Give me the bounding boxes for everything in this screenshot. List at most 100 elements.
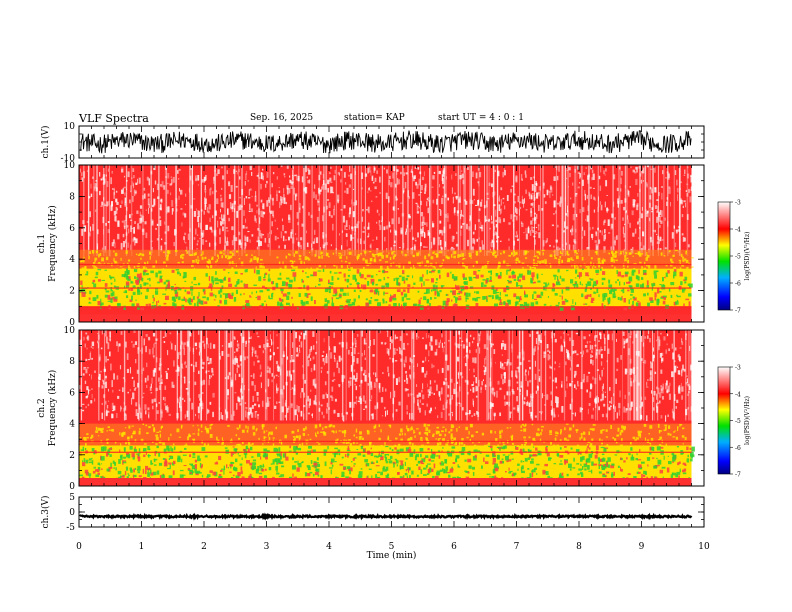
- spectrogram-speckle: [91, 282, 95, 284]
- spectrogram-speckle: [418, 178, 421, 186]
- spectrogram-speckle: [209, 226, 212, 230]
- spectrogram-speckle: [441, 285, 444, 289]
- spectrogram-speckle: [370, 340, 372, 346]
- spectrogram-speckle: [291, 404, 293, 406]
- spectrogram-speckle: [197, 240, 199, 243]
- spectrogram-speckle: [387, 331, 389, 338]
- spectrogram-speckle: [661, 210, 663, 217]
- spectrogram-speckle: [641, 277, 644, 280]
- spectrogram-speckle: [424, 410, 426, 416]
- spectrogram-speckle: [372, 254, 376, 258]
- spectrogram-speckle: [210, 264, 213, 269]
- spectrogram-speckle: [468, 226, 471, 231]
- spectrogram-speckle: [243, 210, 245, 216]
- spectrogram-speckle: [498, 197, 500, 202]
- spectrogram-speckle: [251, 412, 254, 418]
- spectrogram-speckle: [301, 388, 304, 393]
- spectrogram-speckle: [114, 216, 116, 222]
- spectrogram-speckle: [442, 259, 445, 262]
- spectrogram-speckle: [535, 182, 538, 186]
- spectrogram-speckle: [130, 436, 133, 438]
- spectrogram-speckle: [357, 284, 360, 288]
- spectrogram-speckle: [549, 433, 553, 435]
- spectrogram-streak: [639, 330, 641, 421]
- spectrogram-streak: [464, 165, 466, 257]
- spectrogram-speckle: [365, 259, 368, 264]
- spectrogram-speckle: [436, 348, 438, 356]
- spectrogram-speckle: [657, 423, 660, 428]
- spectrogram-speckle: [374, 257, 376, 261]
- spectrogram-speckle: [528, 370, 530, 376]
- spectrogram-speckle: [250, 258, 253, 262]
- spectrogram-speckle: [571, 339, 575, 346]
- spectrogram-speckle: [262, 443, 264, 445]
- spectrogram-speckle: [512, 255, 515, 257]
- spectrogram-speckle: [357, 400, 361, 403]
- spectrogram-speckle: [515, 251, 518, 255]
- spectrogram-speckle: [531, 443, 534, 447]
- spectrogram-speckle: [176, 295, 178, 299]
- spectrogram-speckle: [258, 240, 261, 247]
- spectrogram-speckle: [476, 238, 479, 242]
- spectrogram-speckle: [169, 332, 172, 335]
- spectrogram-speckle: [307, 466, 311, 471]
- spectrogram-speckle: [177, 366, 180, 372]
- spectrogram-speckle: [123, 225, 126, 230]
- spectrogram-speckle: [237, 340, 239, 343]
- spectrogram-speckle: [450, 433, 453, 437]
- spectrogram-speckle: [574, 241, 577, 244]
- spectrogram-speckle: [549, 430, 552, 434]
- spectrogram-speckle: [90, 436, 93, 439]
- spectrogram-speckle: [634, 171, 637, 174]
- spectrogram-speckle: [348, 262, 351, 266]
- spectrogram-speckle: [669, 433, 672, 436]
- spectrogram-speckle: [149, 256, 151, 260]
- spectrogram-speckle: [378, 213, 380, 216]
- spectrogram-speckle: [690, 406, 693, 412]
- spectrogram-speckle: [164, 385, 167, 390]
- spectrogram-speckle: [576, 364, 580, 367]
- spectrogram-speckle: [246, 236, 249, 242]
- spectrogram-speckle: [447, 394, 450, 398]
- spectrogram-speckle: [132, 392, 135, 400]
- spectrogram-speckle: [291, 387, 294, 390]
- spectrogram-speckle: [254, 195, 257, 202]
- spectrogram-speckle: [493, 412, 496, 417]
- spectrogram-speckle: [480, 387, 482, 394]
- spectrogram-speckle: [561, 295, 563, 300]
- spectrogram-speckle: [326, 199, 330, 201]
- spectrogram-speckle: [633, 263, 637, 265]
- spectrogram-speckle: [637, 432, 640, 437]
- spectrogram-speckle: [249, 296, 252, 298]
- spectrogram-speckle: [408, 196, 410, 199]
- spectrogram-speckle: [559, 306, 564, 311]
- spectrogram-speckle: [155, 387, 158, 391]
- spectrogram-speckle: [245, 407, 248, 410]
- spectrogram-speckle: [473, 277, 477, 279]
- spectrogram-speckle: [455, 197, 458, 200]
- spectrogram-speckle: [466, 436, 469, 439]
- spectrogram-speckle: [384, 406, 386, 410]
- spectrogram-speckle: [149, 284, 151, 287]
- spectrogram-speckle: [344, 261, 348, 263]
- spectrogram-speckle: [483, 370, 486, 376]
- spectrogram-speckle: [608, 284, 613, 288]
- spectrogram-speckle: [356, 358, 359, 364]
- spectrogram-speckle: [321, 355, 324, 357]
- spectrogram-speckle: [374, 186, 377, 190]
- spectrogram-speckle: [133, 237, 136, 241]
- spectrogram-speckle: [410, 170, 413, 173]
- spectrogram-speckle: [678, 354, 680, 361]
- spectrogram-speckle: [434, 351, 437, 356]
- spectrogram-streak: [521, 330, 524, 421]
- spectrogram-speckle: [248, 189, 251, 196]
- spectrogram-speckle: [127, 276, 131, 280]
- spectrogram-speckle: [516, 381, 519, 384]
- spectrogram-speckle: [515, 215, 518, 221]
- spectrogram-speckle: [265, 184, 267, 188]
- spectrogram-speckle: [395, 336, 399, 339]
- spectrogram-speckle: [170, 176, 173, 178]
- spectrogram-speckle: [619, 297, 622, 301]
- spectrogram-speckle: [640, 334, 643, 342]
- spectrogram-speckle: [145, 346, 147, 353]
